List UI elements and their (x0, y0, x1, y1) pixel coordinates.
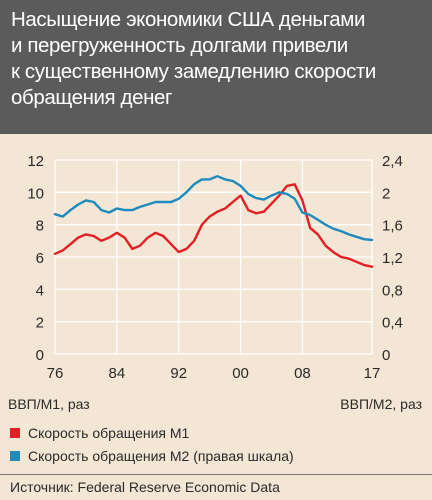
right-tick-label: 0,8 (382, 282, 403, 299)
left-tick-label: 2 (36, 315, 44, 332)
x-tick-label: 17 (364, 365, 381, 382)
left-tick-label: 0 (36, 347, 44, 364)
series-lines (53, 175, 374, 268)
right-tick-label: 1,6 (382, 218, 403, 235)
right-axis-label: ВВП/М2, раз (340, 396, 422, 412)
right-tick-label: 2 (382, 185, 390, 202)
left-tick-label: 4 (36, 282, 44, 299)
chart-area: 0 2 4 6 8 10 12 0 0,4 0,8 1,2 1,6 2 2,4 76 84 92 00 08 17 (27, 153, 403, 382)
left-axis-label: ВВП/М1, раз (8, 396, 90, 412)
legend-item-m2: Скорость обращения М2 (правая шкала) (10, 448, 294, 464)
series-line-m1 (53, 183, 374, 268)
left-tick-label: 12 (27, 153, 44, 170)
left-tick-label: 6 (36, 250, 44, 267)
legend-label-m2: Скорость обращения М2 (правая шкала) (28, 448, 294, 464)
chart-title: Насыщение экономики США деньгами и перег… (11, 8, 376, 109)
left-axis-ticks: 0 2 4 6 8 10 12 (27, 153, 44, 364)
footer-divider (0, 474, 432, 475)
header-banner: Насыщение экономики США деньгами и перег… (0, 0, 432, 134)
right-tick-label: 1,2 (382, 250, 403, 267)
legend-label-m1: Скорость обращения М1 (28, 425, 190, 441)
x-tick-label: 76 (47, 365, 64, 382)
x-tick-label: 00 (232, 365, 249, 382)
source-note: Источник: Federal Reserve Economic Data (10, 479, 280, 495)
right-tick-label: 0,4 (382, 315, 403, 332)
x-tick-label: 84 (109, 365, 126, 382)
right-tick-label: 2,4 (382, 153, 403, 170)
gridlines (54, 159, 373, 355)
left-tick-label: 10 (27, 185, 44, 202)
series-line-m2 (53, 175, 374, 242)
left-tick-label: 8 (36, 218, 44, 235)
x-tick-label: 08 (294, 365, 311, 382)
x-axis-ticks: 76 84 92 00 08 17 (47, 365, 381, 382)
legend-item-m1: Скорость обращения М1 (10, 425, 189, 441)
right-tick-label: 0 (382, 347, 390, 364)
right-axis-ticks: 0 0,4 0,8 1,2 1,6 2 2,4 (382, 153, 403, 364)
legend-swatch-m2 (10, 451, 20, 461)
legend-swatch-m1 (10, 428, 20, 438)
x-tick-label: 92 (170, 365, 187, 382)
